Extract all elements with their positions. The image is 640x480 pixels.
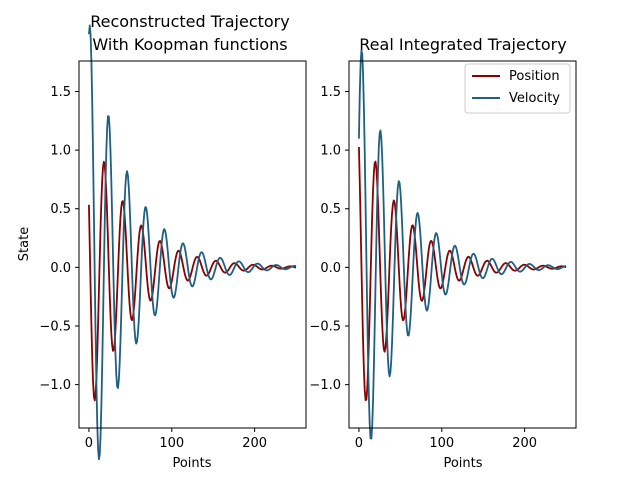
right-series-position [358, 146, 567, 402]
right-x-tick-label: 200 [512, 436, 537, 451]
left-plot-lines [88, 24, 297, 461]
right-y-tick-label: −0.5 [309, 319, 341, 334]
left-title-line2: With Koopman functions [92, 35, 287, 54]
left-title-line1: Reconstructed Trajectory [90, 12, 289, 31]
left-x-axis-label: Points [172, 456, 211, 471]
left-y-tick-label: 1.0 [50, 144, 71, 159]
left-series-velocity [88, 24, 297, 461]
left-series-position [88, 160, 297, 402]
left-x-tick-label: 100 [159, 436, 184, 451]
right-y-tick-label: 1.0 [320, 144, 341, 159]
right-series-velocity [358, 49, 567, 440]
right-x-tick-label: 100 [429, 436, 454, 451]
right-y-tick-label: 0.0 [320, 261, 341, 276]
left-x-tick-label: 0 [85, 436, 93, 451]
right-x-axis-label: Points [443, 456, 482, 471]
right-plot-lines [358, 49, 567, 440]
left-y-tick-label: 0.0 [50, 261, 71, 276]
left-y-tick-label: 0.5 [50, 202, 71, 217]
left-y-axis-label: State [17, 227, 32, 261]
right-x-ticks: 0 100 200 [355, 428, 537, 451]
legend-label-velocity: Velocity [509, 91, 560, 106]
left-y-ticks: −1.0 −0.5 0.0 0.5 1.0 1.5 [39, 85, 79, 393]
right-axes-frame [348, 60, 577, 429]
right-x-tick-label: 0 [355, 436, 363, 451]
left-y-tick-label: −0.5 [39, 319, 71, 334]
left-y-tick-label: −1.0 [39, 378, 71, 393]
right-subplot: Real Integrated Trajectory −1.0 −0.5 0.0 0.… [309, 35, 577, 471]
left-axes-frame [78, 60, 307, 429]
right-title: Real Integrated Trajectory [359, 35, 566, 54]
legend: Position Velocity [464, 63, 571, 114]
right-y-ticks: −1.0 −0.5 0.0 0.5 1.0 1.5 [309, 85, 349, 393]
legend-label-position: Position [509, 69, 560, 84]
right-y-tick-label: −1.0 [309, 378, 341, 393]
left-x-ticks: 0 100 200 [85, 428, 267, 451]
right-y-tick-label: 1.5 [320, 85, 341, 100]
right-y-tick-label: 0.5 [320, 202, 341, 217]
left-subplot: Reconstructed Trajectory With Koopman fu… [17, 12, 307, 471]
left-x-tick-label: 200 [242, 436, 267, 451]
left-y-tick-label: 1.5 [50, 85, 71, 100]
